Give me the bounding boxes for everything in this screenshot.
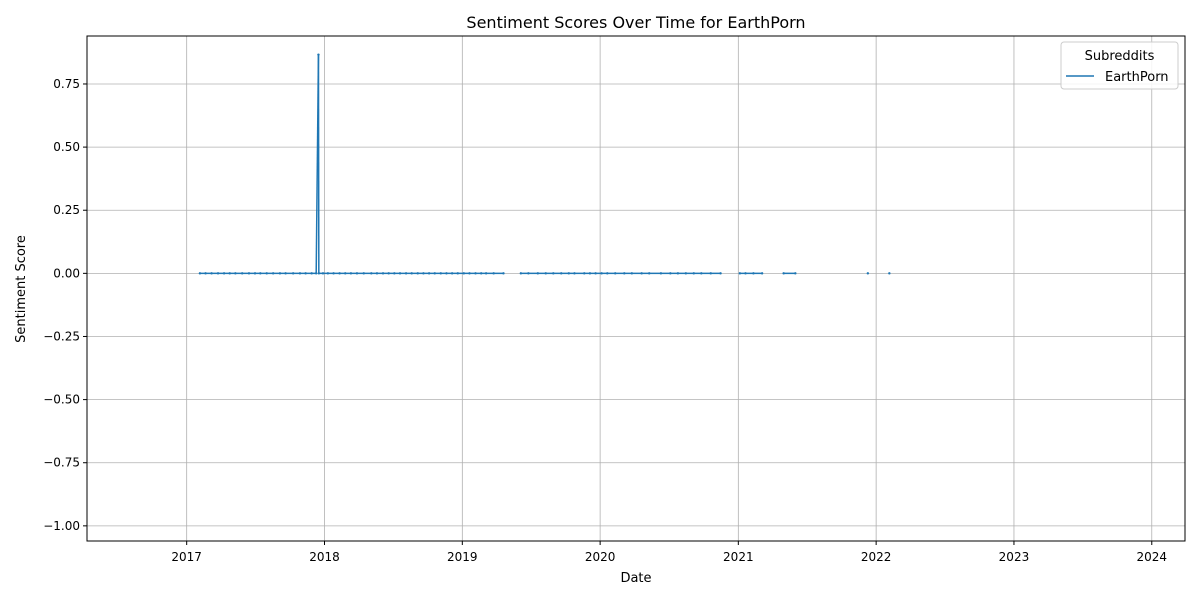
series-earthporn <box>199 53 891 274</box>
x-tick-label: 2022 <box>861 550 892 564</box>
x-tick-label: 2017 <box>171 550 202 564</box>
y-tick-label: −0.75 <box>43 456 80 470</box>
x-tick-label: 2020 <box>585 550 616 564</box>
x-tick-label: 2023 <box>999 550 1030 564</box>
y-tick-label: 0.25 <box>53 203 80 217</box>
x-tick-label: 2018 <box>309 550 340 564</box>
chart-title: Sentiment Scores Over Time for EarthPorn <box>466 13 805 32</box>
legend-title: Subreddits <box>1085 49 1155 64</box>
x-tick-label: 2019 <box>447 550 478 564</box>
legend-label-earthporn: EarthPorn <box>1105 70 1169 85</box>
x-tick-label: 2021 <box>723 550 754 564</box>
y-tick-label: 0.75 <box>53 77 80 91</box>
y-axis-ticks: 0.75 0.50 0.25 0.00 −0.25 −0.50 −0.75 −1.00 <box>43 77 87 533</box>
series-layer <box>199 53 891 274</box>
y-tick-label: −1.00 <box>43 519 80 533</box>
plot-area-frame <box>87 36 1185 541</box>
y-tick-label: 0.00 <box>53 266 80 280</box>
x-axis-label: Date <box>620 571 651 586</box>
x-tick-label: 2024 <box>1136 550 1167 564</box>
y-tick-label: 0.50 <box>53 140 80 154</box>
data-point <box>794 272 796 274</box>
y-axis-label: Sentiment Score <box>14 235 29 343</box>
y-tick-label: −0.50 <box>43 393 80 407</box>
data-point <box>761 272 763 274</box>
grid <box>87 36 1185 541</box>
data-point <box>502 272 504 274</box>
data-point <box>719 272 721 274</box>
data-point <box>867 272 869 274</box>
y-tick-label: −0.25 <box>43 329 80 343</box>
x-axis-ticks: 2017 2018 2019 2020 2021 2022 2023 2024 <box>171 541 1167 564</box>
legend: Subreddits EarthPorn <box>1061 42 1178 89</box>
data-point <box>888 272 890 274</box>
